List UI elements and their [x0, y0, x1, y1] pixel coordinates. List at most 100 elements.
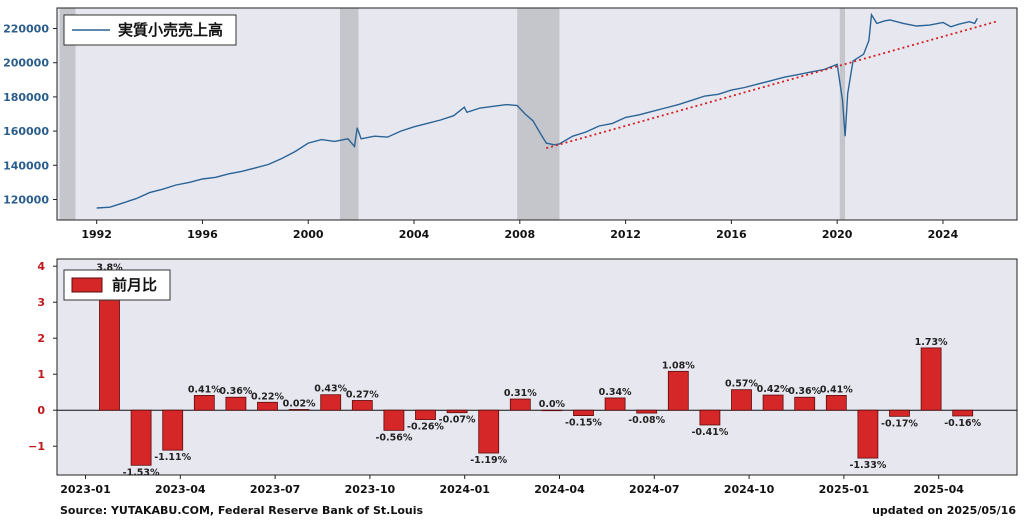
bar [257, 401, 278, 411]
bar-data-label: -0.08% [628, 415, 665, 426]
y-tick-label: 160000 [3, 125, 49, 138]
bar [225, 396, 247, 411]
bar-data-label: 0.42% [757, 384, 790, 395]
bar-data-label: -0.17% [881, 418, 918, 429]
x-tick-label: 2004 [399, 228, 430, 241]
bar-data-label: -1.19% [470, 455, 507, 466]
bar [509, 398, 531, 411]
x-tick-label: 2024-04 [534, 483, 585, 496]
legend-label-retail-sales: 実質小売売上高 [118, 21, 223, 39]
x-tick-label: 2000 [293, 228, 324, 241]
x-tick-label: 2023-07 [250, 483, 301, 496]
x-tick-label: 2023-10 [345, 483, 396, 496]
bar-data-label: 0.43% [314, 384, 347, 395]
bar [794, 396, 816, 411]
x-tick-label: 2024-10 [724, 483, 775, 496]
x-tick-label: 2023-04 [155, 483, 206, 496]
y-tick-label: 2 [37, 332, 45, 345]
bar [193, 395, 215, 411]
bar-data-label: -1.11% [154, 452, 191, 463]
y-tick-label: 200000 [3, 57, 49, 70]
legend-bar-swatch [71, 277, 103, 293]
bar-data-label: -0.56% [375, 432, 412, 443]
bar [920, 347, 942, 411]
x-tick-label: 2024-07 [629, 483, 680, 496]
bar-data-label: 0.27% [346, 389, 379, 400]
y-tick-label: 3 [37, 296, 45, 309]
recession-bands [59, 8, 846, 220]
bar-data-label: 0.36% [788, 386, 821, 397]
x-tick-label: 2020 [822, 228, 853, 241]
bar-data-label: -1.33% [849, 460, 886, 471]
line-chart-panel: 120000 140000 160000 180000 200000 220000 199… [3, 7, 1018, 241]
bar [478, 409, 500, 454]
x-tick-label: 2023-01 [60, 483, 111, 496]
bar [699, 409, 721, 426]
bar [573, 409, 594, 417]
y-tick-label: −1 [28, 440, 45, 453]
bar-data-label: -0.16% [944, 418, 981, 429]
bar-data-label: 0.31% [504, 388, 537, 399]
bar-data-label: 0.0% [539, 399, 566, 410]
bar-data-label: -1.53% [123, 467, 160, 478]
bar [162, 409, 184, 451]
bar-data-label: 0.02% [283, 398, 316, 409]
x-tick-label: 2008 [504, 228, 535, 241]
bar-chart-legend: 前月比 [63, 269, 171, 301]
y-tick-label: 4 [37, 260, 45, 273]
x-tick-label: 2012 [610, 228, 641, 241]
x-tick-label: 2024-01 [439, 483, 490, 496]
recession-band-1 [339, 8, 359, 220]
y-tick-label: 220000 [3, 23, 49, 36]
x-tick-label: 2025-01 [819, 483, 870, 496]
bar [446, 409, 468, 414]
y-tick-label: 120000 [3, 193, 49, 206]
legend-label-mom: 前月比 [112, 276, 157, 294]
bar [857, 409, 879, 459]
bar [320, 394, 342, 411]
x-tick-label: 2016 [716, 228, 747, 241]
x-tick-label: 2024 [928, 228, 959, 241]
bar-chart-y-axis: 4 3 2 1 0 −1 [28, 260, 57, 453]
bar [667, 370, 689, 411]
bar-data-label: 1.08% [662, 360, 695, 371]
bar-data-label: -0.41% [691, 427, 728, 438]
bar [825, 395, 847, 411]
bar-data-label: -0.26% [407, 422, 444, 433]
y-tick-label: 140000 [3, 159, 49, 172]
bar-chart-plot-area [56, 258, 1018, 476]
recession-band-3 [839, 8, 846, 220]
bar [415, 409, 436, 420]
bar [636, 409, 658, 414]
bar-data-label: -0.07% [439, 415, 476, 426]
bar-data-label: 0.22% [251, 391, 284, 402]
line-chart-legend: 実質小売売上高 [63, 14, 237, 46]
recession-band-2 [517, 8, 560, 220]
bar-series: 3.8% -1.53% -1.11% 0.41% 0.36% 0.22%0.02% 0.43… [96, 262, 981, 478]
line-chart-y-axis: 120000 140000 160000 180000 200000 220000 [3, 23, 57, 206]
x-tick-label: 2025-04 [913, 483, 964, 496]
bar [351, 400, 373, 411]
bar [889, 409, 910, 417]
bar [731, 389, 752, 411]
x-tick-label: 1992 [81, 228, 112, 241]
y-tick-label: 180000 [3, 91, 49, 104]
bar-chart-panel: 3.8% -1.53% -1.11% 0.41% 0.36% 0.22%0.02% 0.43… [28, 258, 1018, 496]
updated-note: updated on 2025/05/16 [872, 504, 1016, 517]
y-tick-label: 0 [37, 404, 45, 417]
bar-chart-x-axis: 2023-01 2023-04 2023-07 2023-10 2024-01 2024-… [60, 475, 964, 496]
bar [762, 394, 784, 411]
bar-data-label: 3.8% [96, 262, 123, 273]
bar [604, 397, 626, 411]
bar-data-label: 1.73% [915, 337, 948, 348]
recession-band-0 [59, 8, 76, 220]
line-chart-x-axis: 1992 1996 2000 2004 2008 2012 2016 2020 2024 [81, 220, 959, 241]
bar [952, 409, 974, 417]
bar [130, 409, 152, 466]
bar-data-label: 0.41% [188, 384, 221, 395]
bar [541, 409, 563, 412]
x-tick-label: 1996 [187, 228, 218, 241]
bar-data-label: 0.34% [599, 387, 632, 398]
source-note: Source: YUTAKABU.COM, Federal Reserve Ba… [60, 504, 424, 517]
